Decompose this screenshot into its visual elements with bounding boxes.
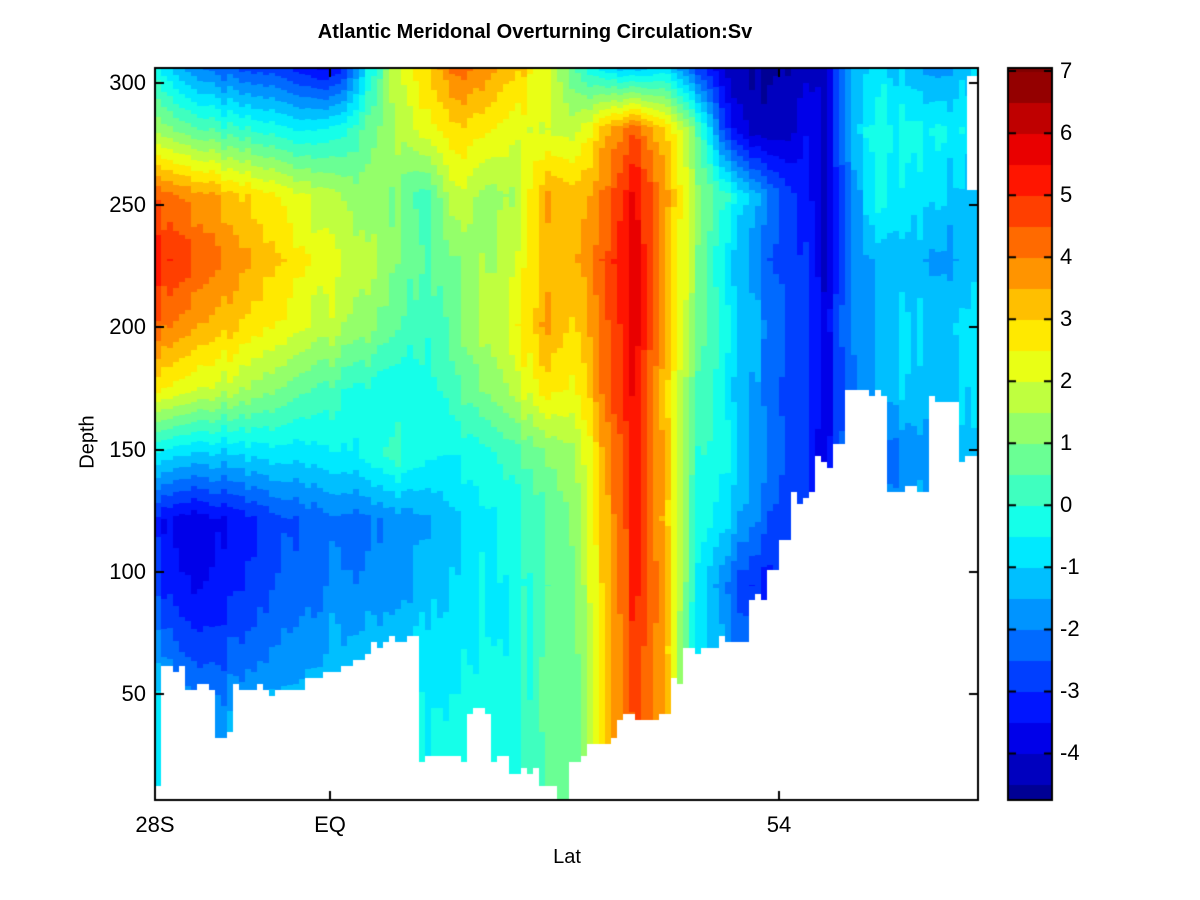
colorbar-tick-label: 4: [1060, 244, 1073, 270]
y-tick-label: 150: [109, 437, 146, 462]
x-tick-label: 54: [766, 812, 792, 837]
y-tick-label: 100: [109, 559, 146, 584]
colorbar-tick-label: -4: [1060, 740, 1080, 766]
colorbar-tick-label: 3: [1060, 306, 1073, 332]
x-tick-label: 28S: [135, 812, 175, 837]
colorbar-tick-label: 2: [1060, 368, 1073, 394]
y-tick-label: 250: [109, 192, 146, 217]
colorbar-tick-label: 0: [1060, 492, 1073, 518]
y-tick-label: 50: [121, 681, 146, 706]
colorbar-tick-label: 5: [1060, 182, 1073, 208]
colorbar-tick-label: -3: [1060, 678, 1080, 704]
colorbar-tick-label: -2: [1060, 616, 1080, 642]
x-axis-label: Lat: [553, 846, 581, 868]
y-tick-label: 200: [109, 314, 146, 339]
chart-title: Atlantic Meridonal Overturning Circulati…: [317, 21, 753, 43]
colorbar-tick-label: -1: [1060, 554, 1080, 580]
colorbar-tick-label: 7: [1060, 58, 1073, 84]
colorbar-tick-label: 6: [1060, 120, 1073, 146]
colorbar-tick-label: 1: [1060, 430, 1073, 456]
y-tick-label: 300: [109, 70, 146, 95]
x-tick-label: EQ: [314, 812, 346, 837]
